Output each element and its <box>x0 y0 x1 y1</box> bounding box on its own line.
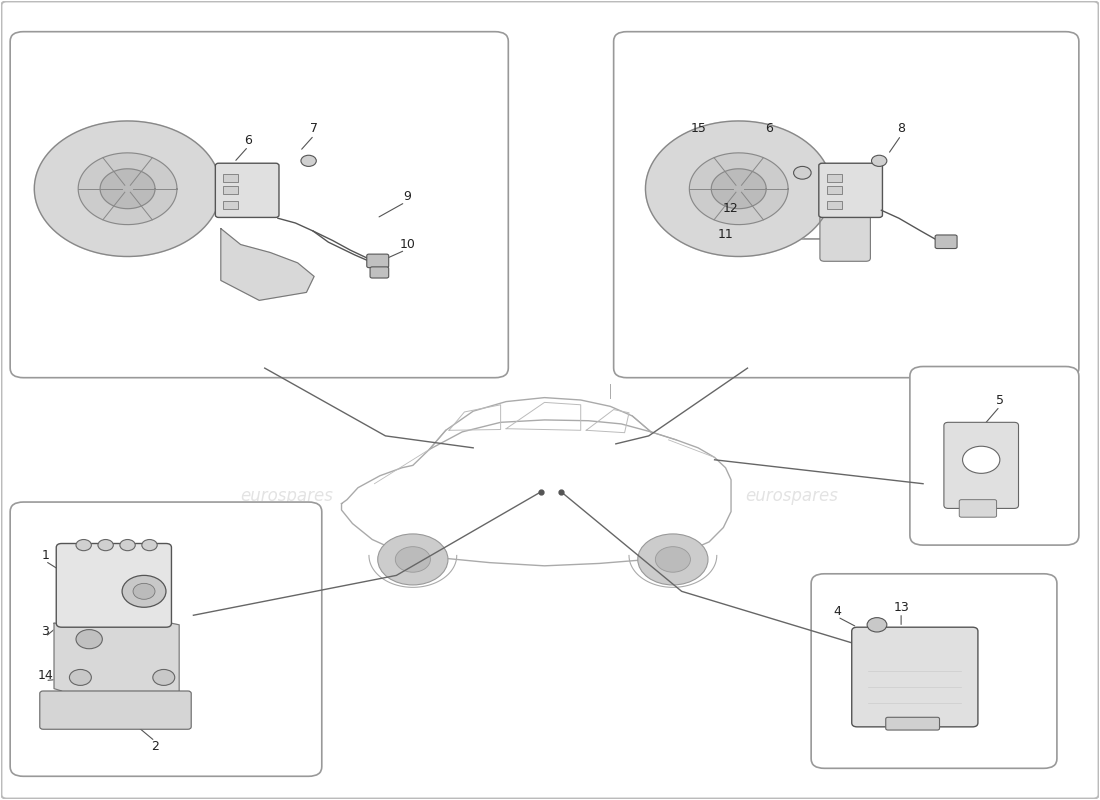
Text: eurospares: eurospares <box>240 486 333 505</box>
Bar <box>223 174 239 182</box>
Bar <box>826 174 842 182</box>
FancyBboxPatch shape <box>614 32 1079 378</box>
FancyBboxPatch shape <box>818 163 882 218</box>
FancyBboxPatch shape <box>40 691 191 730</box>
Text: 5: 5 <box>996 394 1004 406</box>
Bar <box>826 201 842 209</box>
Text: 2: 2 <box>151 740 158 754</box>
Circle shape <box>377 534 448 585</box>
Circle shape <box>871 155 887 166</box>
FancyBboxPatch shape <box>935 235 957 249</box>
Circle shape <box>962 446 1000 474</box>
FancyBboxPatch shape <box>366 254 388 268</box>
Polygon shape <box>54 623 179 695</box>
Text: 9: 9 <box>404 190 411 203</box>
FancyBboxPatch shape <box>959 500 997 517</box>
FancyBboxPatch shape <box>886 718 939 730</box>
Circle shape <box>142 539 157 550</box>
Polygon shape <box>690 153 788 225</box>
Polygon shape <box>646 121 832 257</box>
Circle shape <box>98 539 113 550</box>
Text: 8: 8 <box>898 122 905 135</box>
Bar <box>223 186 239 194</box>
Circle shape <box>793 166 811 179</box>
FancyBboxPatch shape <box>851 627 978 727</box>
Polygon shape <box>78 153 177 225</box>
Text: 14: 14 <box>37 669 53 682</box>
Circle shape <box>69 670 91 686</box>
Polygon shape <box>221 229 315 300</box>
FancyBboxPatch shape <box>944 422 1019 509</box>
Polygon shape <box>34 121 221 257</box>
Text: 13: 13 <box>893 601 909 614</box>
FancyBboxPatch shape <box>820 215 870 262</box>
Text: 10: 10 <box>399 238 416 251</box>
Circle shape <box>395 546 430 572</box>
FancyBboxPatch shape <box>10 502 322 776</box>
Polygon shape <box>100 169 155 209</box>
Bar <box>223 201 239 209</box>
Circle shape <box>120 539 135 550</box>
Text: 6: 6 <box>244 134 252 147</box>
Bar <box>826 186 842 194</box>
FancyBboxPatch shape <box>10 32 508 378</box>
Text: 4: 4 <box>834 605 842 618</box>
Text: eurospares: eurospares <box>745 486 838 505</box>
Text: 3: 3 <box>42 625 50 638</box>
Text: 12: 12 <box>723 202 739 215</box>
FancyBboxPatch shape <box>56 543 172 627</box>
Text: 7: 7 <box>310 122 318 135</box>
FancyBboxPatch shape <box>370 267 388 278</box>
Text: eurospares: eurospares <box>240 255 333 274</box>
FancyBboxPatch shape <box>216 163 279 218</box>
Text: eurospares: eurospares <box>745 255 838 274</box>
Circle shape <box>76 539 91 550</box>
Circle shape <box>301 155 317 166</box>
Circle shape <box>638 534 708 585</box>
Circle shape <box>867 618 887 632</box>
Circle shape <box>76 630 102 649</box>
FancyBboxPatch shape <box>811 574 1057 768</box>
Text: 1: 1 <box>42 549 50 562</box>
Circle shape <box>153 670 175 686</box>
Text: 15: 15 <box>690 122 706 135</box>
Polygon shape <box>712 169 767 209</box>
Text: 11: 11 <box>717 228 734 241</box>
Circle shape <box>122 575 166 607</box>
Circle shape <box>656 546 691 572</box>
FancyBboxPatch shape <box>910 366 1079 545</box>
Circle shape <box>133 583 155 599</box>
Text: 6: 6 <box>766 122 773 135</box>
